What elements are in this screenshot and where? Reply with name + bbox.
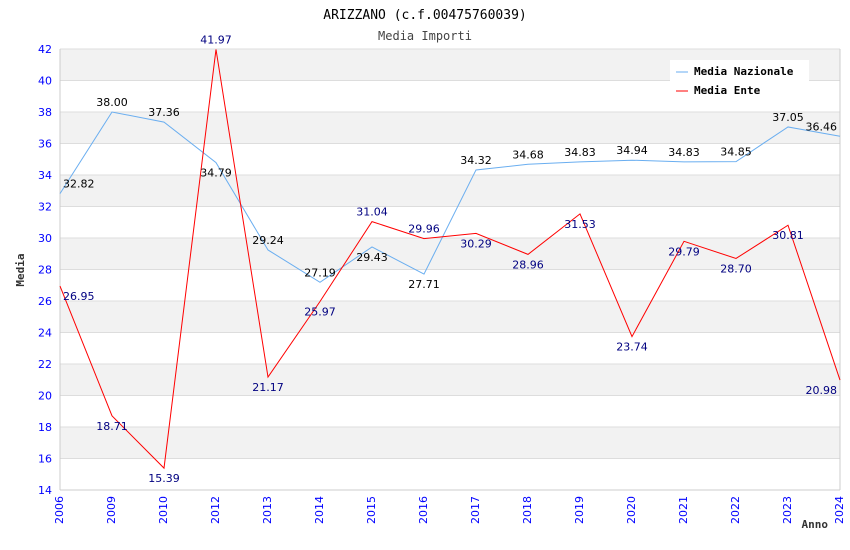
- grid-band: [60, 301, 840, 333]
- data-label: 29.24: [252, 234, 284, 247]
- data-label: 31.04: [356, 206, 388, 219]
- series-line-ente: [59, 49, 841, 470]
- data-label: 34.83: [564, 146, 596, 159]
- data-label: 34.79: [200, 167, 232, 180]
- grid-band: [60, 175, 840, 207]
- y-tick-label: 24: [38, 327, 52, 340]
- x-tick-label: 2021: [677, 496, 690, 524]
- grid-band: [60, 238, 840, 270]
- data-label: 31.53: [564, 218, 596, 231]
- grid-band: [60, 112, 840, 144]
- data-label: 30.29: [460, 237, 492, 250]
- x-tick-label: 2016: [417, 496, 430, 524]
- data-label: 27.71: [408, 278, 440, 291]
- x-tick-label: 2014: [313, 496, 326, 524]
- x-tick-label: 2006: [53, 496, 66, 524]
- y-tick-label: 16: [38, 453, 52, 466]
- legend-label-nazionale: Media Nazionale: [694, 65, 794, 78]
- data-label: 15.39: [148, 472, 180, 485]
- y-tick-label: 22: [38, 358, 52, 371]
- legend-label-ente: Media Ente: [694, 84, 761, 97]
- data-label: 21.17: [252, 381, 284, 394]
- y-tick-label: 26: [38, 295, 52, 308]
- data-label: 34.83: [668, 146, 700, 159]
- y-tick-label: 36: [38, 138, 52, 151]
- y-axis-label: Media: [14, 253, 27, 286]
- data-label: 27.19: [304, 266, 336, 279]
- x-tick-label: 2012: [209, 496, 222, 524]
- x-tick-label: 2015: [365, 496, 378, 524]
- data-label: 28.96: [512, 258, 544, 271]
- y-tick-label: 30: [38, 232, 52, 245]
- data-label: 28.70: [720, 262, 752, 275]
- data-label: 23.74: [616, 341, 648, 354]
- grid-band: [60, 364, 840, 396]
- data-label: 41.97: [200, 33, 232, 46]
- data-label: 37.36: [148, 106, 180, 119]
- data-label: 20.98: [806, 384, 838, 397]
- y-tick-label: 28: [38, 264, 52, 277]
- x-tick-label: 2024: [833, 496, 846, 524]
- data-label: 29.43: [356, 251, 388, 264]
- y-tick-label: 40: [38, 75, 52, 88]
- data-label: 34.85: [720, 146, 752, 159]
- chart-title: ARIZZANO (c.f.00475760039): [323, 8, 527, 23]
- x-tick-label: 2009: [105, 496, 118, 524]
- data-label: 26.95: [63, 290, 95, 303]
- data-label: 38.00: [96, 96, 128, 109]
- y-tick-label: 18: [38, 421, 52, 434]
- x-tick-label: 2018: [521, 496, 534, 524]
- data-label: 34.94: [616, 144, 648, 157]
- data-label: 25.97: [304, 305, 336, 318]
- x-tick-label: 2013: [261, 496, 274, 524]
- series-line-nazionale: [59, 111, 841, 283]
- chart-subtitle: Media Importi: [378, 29, 472, 43]
- x-tick-label: 2010: [157, 496, 170, 524]
- data-label: 18.71: [96, 420, 128, 433]
- x-tick-label: 2020: [625, 496, 638, 524]
- grid-band: [60, 427, 840, 459]
- x-tick-label: 2019: [573, 496, 586, 524]
- legend: Media Nazionale Media Ente: [670, 60, 809, 102]
- data-label: 37.05: [772, 111, 804, 124]
- data-label: 34.32: [460, 154, 492, 167]
- data-label: 36.46: [806, 120, 838, 133]
- y-tick-label: 32: [38, 201, 52, 214]
- y-tick-label: 42: [38, 43, 52, 56]
- x-tick-label: 2017: [469, 496, 482, 524]
- y-tick-label: 38: [38, 106, 52, 119]
- data-label: 30.81: [772, 229, 804, 242]
- x-tick-label: 2022: [729, 496, 742, 524]
- y-tick-label: 20: [38, 390, 52, 403]
- legend-box: [670, 60, 809, 102]
- y-tick-label: 34: [38, 169, 52, 182]
- data-label: 29.79: [668, 245, 700, 258]
- y-tick-label: 14: [38, 484, 52, 497]
- data-label: 34.68: [512, 148, 544, 161]
- data-label: 32.82: [63, 178, 95, 191]
- x-tick-label: 2023: [781, 496, 794, 524]
- x-axis-label: Anno: [802, 518, 829, 531]
- data-label: 29.96: [408, 223, 440, 236]
